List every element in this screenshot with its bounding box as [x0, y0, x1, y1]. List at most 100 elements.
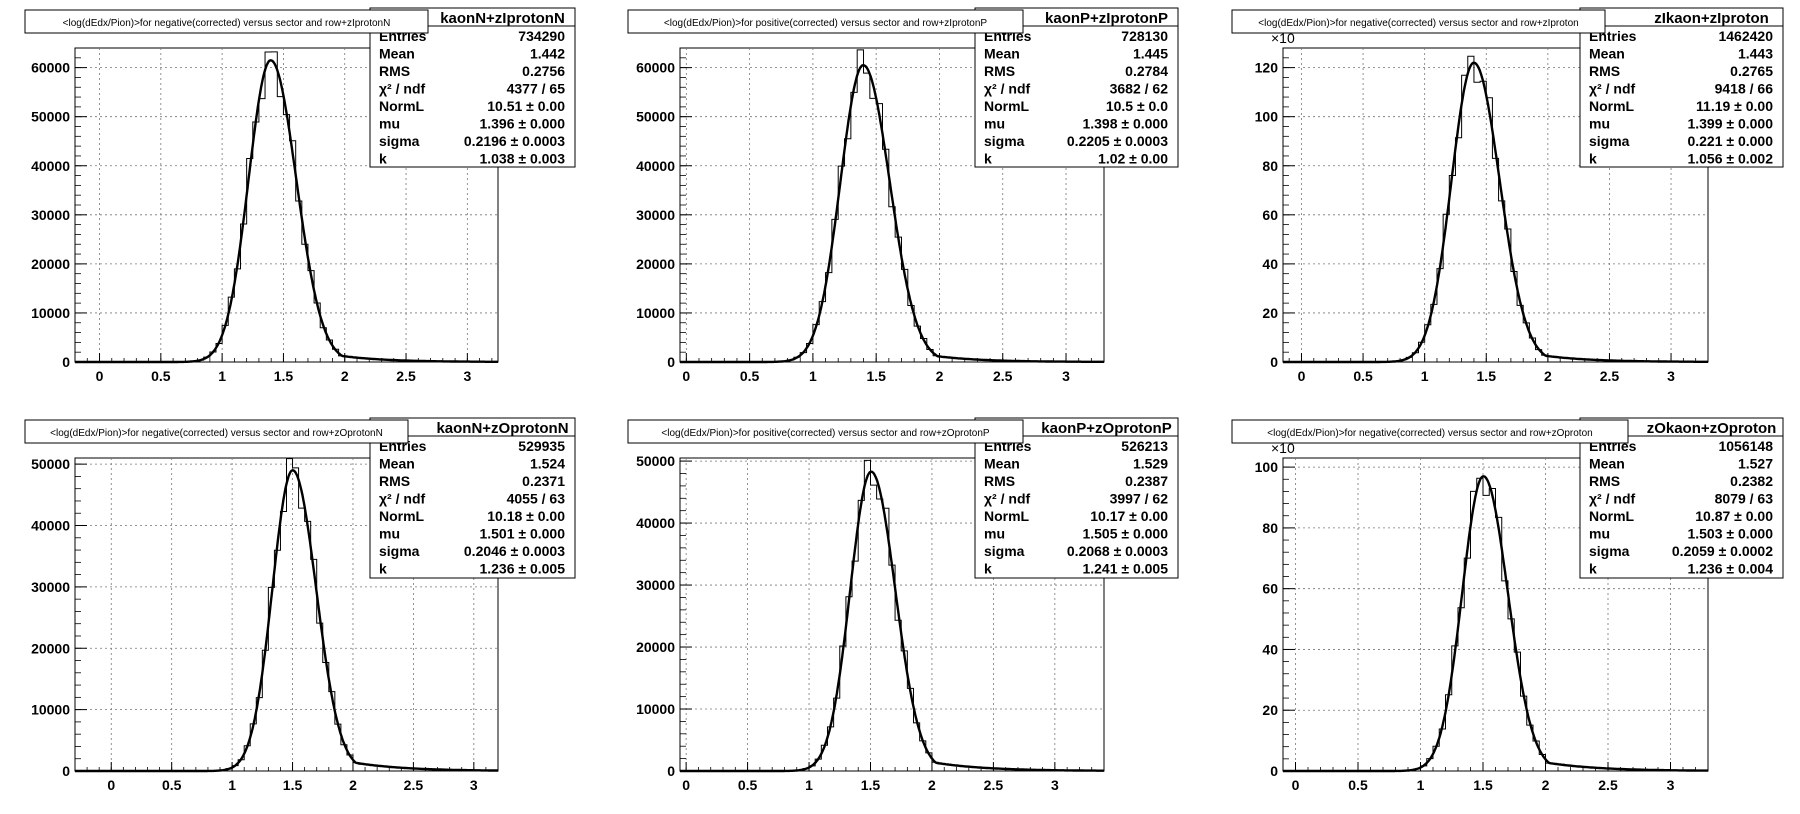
y-tick-label: 0	[62, 763, 70, 779]
histogram-panel-6: 0 0.5 1 1.5 2 2.5 3 0 20 40 60 80 100 ×10 zOkaon+zOpro…	[1231, 417, 1784, 793]
plot-title: <log(dEdx/Pion)>for negative(corrected) …	[1267, 428, 1592, 439]
x-tick-label: 0	[1292, 777, 1300, 793]
y-tick-label: 100	[1255, 109, 1279, 125]
stats-label: Mean	[984, 46, 1020, 62]
stats-value: 1056148	[1718, 438, 1773, 454]
stats-label: k	[379, 151, 387, 167]
stats-label: mu	[379, 116, 400, 132]
stats-value: 0.2784	[1125, 63, 1168, 79]
stats-value: 1.399 ± 0.000	[1687, 116, 1773, 132]
x-tick-label: 2.5	[396, 368, 416, 384]
x-tick-label: 3	[1667, 777, 1675, 793]
stats-label: χ² / ndf	[379, 81, 425, 97]
stats-value: 0.2382	[1730, 473, 1773, 489]
x-tick-label: 2	[1544, 368, 1552, 384]
stats-label: Mean	[1589, 46, 1625, 62]
stats-value: 4055 / 63	[507, 491, 566, 507]
fit-curve	[75, 59, 498, 364]
stats-value: 1.236 ± 0.004	[1687, 561, 1773, 577]
stats-value: 1.503 ± 0.000	[1687, 526, 1773, 542]
stats-label: k	[984, 151, 992, 167]
stats-label: χ² / ndf	[379, 491, 425, 507]
x-tick-label: 2.5	[1600, 368, 1620, 384]
stats-label: k	[984, 561, 992, 577]
x-tick-label: 1.5	[866, 368, 886, 384]
fit-curve	[680, 63, 1104, 364]
y-tick-label: 30000	[31, 579, 70, 595]
stats-label: RMS	[984, 63, 1015, 79]
title-box	[24, 419, 409, 444]
stats-label: χ² / ndf	[984, 491, 1030, 507]
stats-label: NormL	[984, 508, 1030, 524]
stats-label: Mean	[379, 456, 415, 472]
title-box	[1231, 419, 1629, 444]
x-tick-label: 0.5	[740, 368, 760, 384]
stats-label: Mean	[984, 456, 1020, 472]
stats-value: 4377 / 65	[507, 81, 566, 97]
stats-value: 1462420	[1718, 28, 1773, 44]
stats-value: 1.396 ± 0.000	[479, 116, 565, 132]
stats-value: 9418 / 66	[1715, 81, 1774, 97]
stats-value: 1.529	[1133, 456, 1168, 472]
stats-label: sigma	[1589, 133, 1630, 149]
stats-label: Mean	[1589, 456, 1625, 472]
x-tick-label: 1.5	[283, 777, 303, 793]
x-tick-label: 1.5	[274, 368, 294, 384]
stats-value: 0.2059 ± 0.0002	[1672, 543, 1773, 559]
x-tick-label: 2.5	[984, 777, 1004, 793]
stats-value: 1.527	[1738, 456, 1773, 472]
x-tick-label: 2	[928, 777, 936, 793]
title-box	[627, 9, 1024, 34]
x-tick-label: 0.5	[162, 777, 182, 793]
y-tick-label: 60	[1262, 581, 1278, 597]
stats-value: 734290	[518, 28, 565, 44]
x-tick-label: 0.5	[738, 777, 758, 793]
x-tick-label: 0.5	[1348, 777, 1368, 793]
stats-name: kaonN+zIprotonN	[440, 10, 565, 27]
y-tick-label: 40	[1262, 256, 1278, 272]
stats-value: 1.442	[530, 46, 565, 62]
stats-label: k	[379, 561, 387, 577]
stats-label: Mean	[379, 46, 415, 62]
plot-title: <log(dEdx/Pion)>for negative(corrected) …	[50, 428, 383, 439]
plot-title: <log(dEdx/Pion)>for negative(corrected) …	[63, 18, 391, 29]
stats-label: sigma	[379, 543, 420, 559]
y-tick-label: 10000	[636, 305, 675, 321]
stats-value: 1.445	[1133, 46, 1168, 62]
y-tick-label: 20	[1262, 702, 1278, 718]
stats-label: NormL	[1589, 508, 1635, 524]
y-tick-label: 30000	[31, 207, 70, 223]
x-tick-label: 1	[1421, 368, 1429, 384]
stats-label: NormL	[1589, 98, 1635, 114]
stats-name: kaonP+zIprotonP	[1045, 10, 1168, 27]
stats-label: NormL	[379, 508, 425, 524]
plot-frame	[679, 457, 1105, 772]
x-tick-label: 1.5	[1477, 368, 1497, 384]
x-tick-label: 1	[228, 777, 236, 793]
stats-name: kaonP+zOprotonP	[1041, 420, 1171, 437]
x-tick-label: 1	[805, 777, 813, 793]
stats-value: 0.2068 ± 0.0003	[1067, 543, 1168, 559]
x-tick-label: 2	[341, 368, 349, 384]
x-tick-label: 3	[463, 368, 471, 384]
y-tick-label: 60000	[31, 60, 70, 76]
stats-value: 1.524	[530, 456, 565, 472]
x-tick-label: 1	[1417, 777, 1425, 793]
stats-label: NormL	[379, 98, 425, 114]
histogram-panel-3: 0 0.5 1 1.5 2 2.5 3 0 20 40 60 80 100 120 ×10 zIkaon+zI…	[1231, 7, 1784, 384]
x-tick-label: 0.5	[151, 368, 171, 384]
title-box	[627, 419, 1024, 444]
x-tick-label: 2.5	[404, 777, 424, 793]
stats-value: 1.443	[1738, 46, 1773, 62]
stats-value: 1.501 ± 0.000	[479, 526, 565, 542]
y-multiplier: ×10	[1271, 30, 1295, 46]
y-tick-label: 0	[1270, 354, 1278, 370]
stats-value: 526213	[1121, 438, 1168, 454]
fit-curve	[1283, 61, 1708, 364]
stats-box	[1579, 7, 1784, 168]
stats-value: 1.038 ± 0.003	[479, 151, 565, 167]
x-tick-label: 0	[682, 777, 690, 793]
stats-label: RMS	[1589, 63, 1620, 79]
stats-value: 0.2196 ± 0.0003	[464, 133, 565, 149]
plot-frame	[74, 457, 499, 772]
